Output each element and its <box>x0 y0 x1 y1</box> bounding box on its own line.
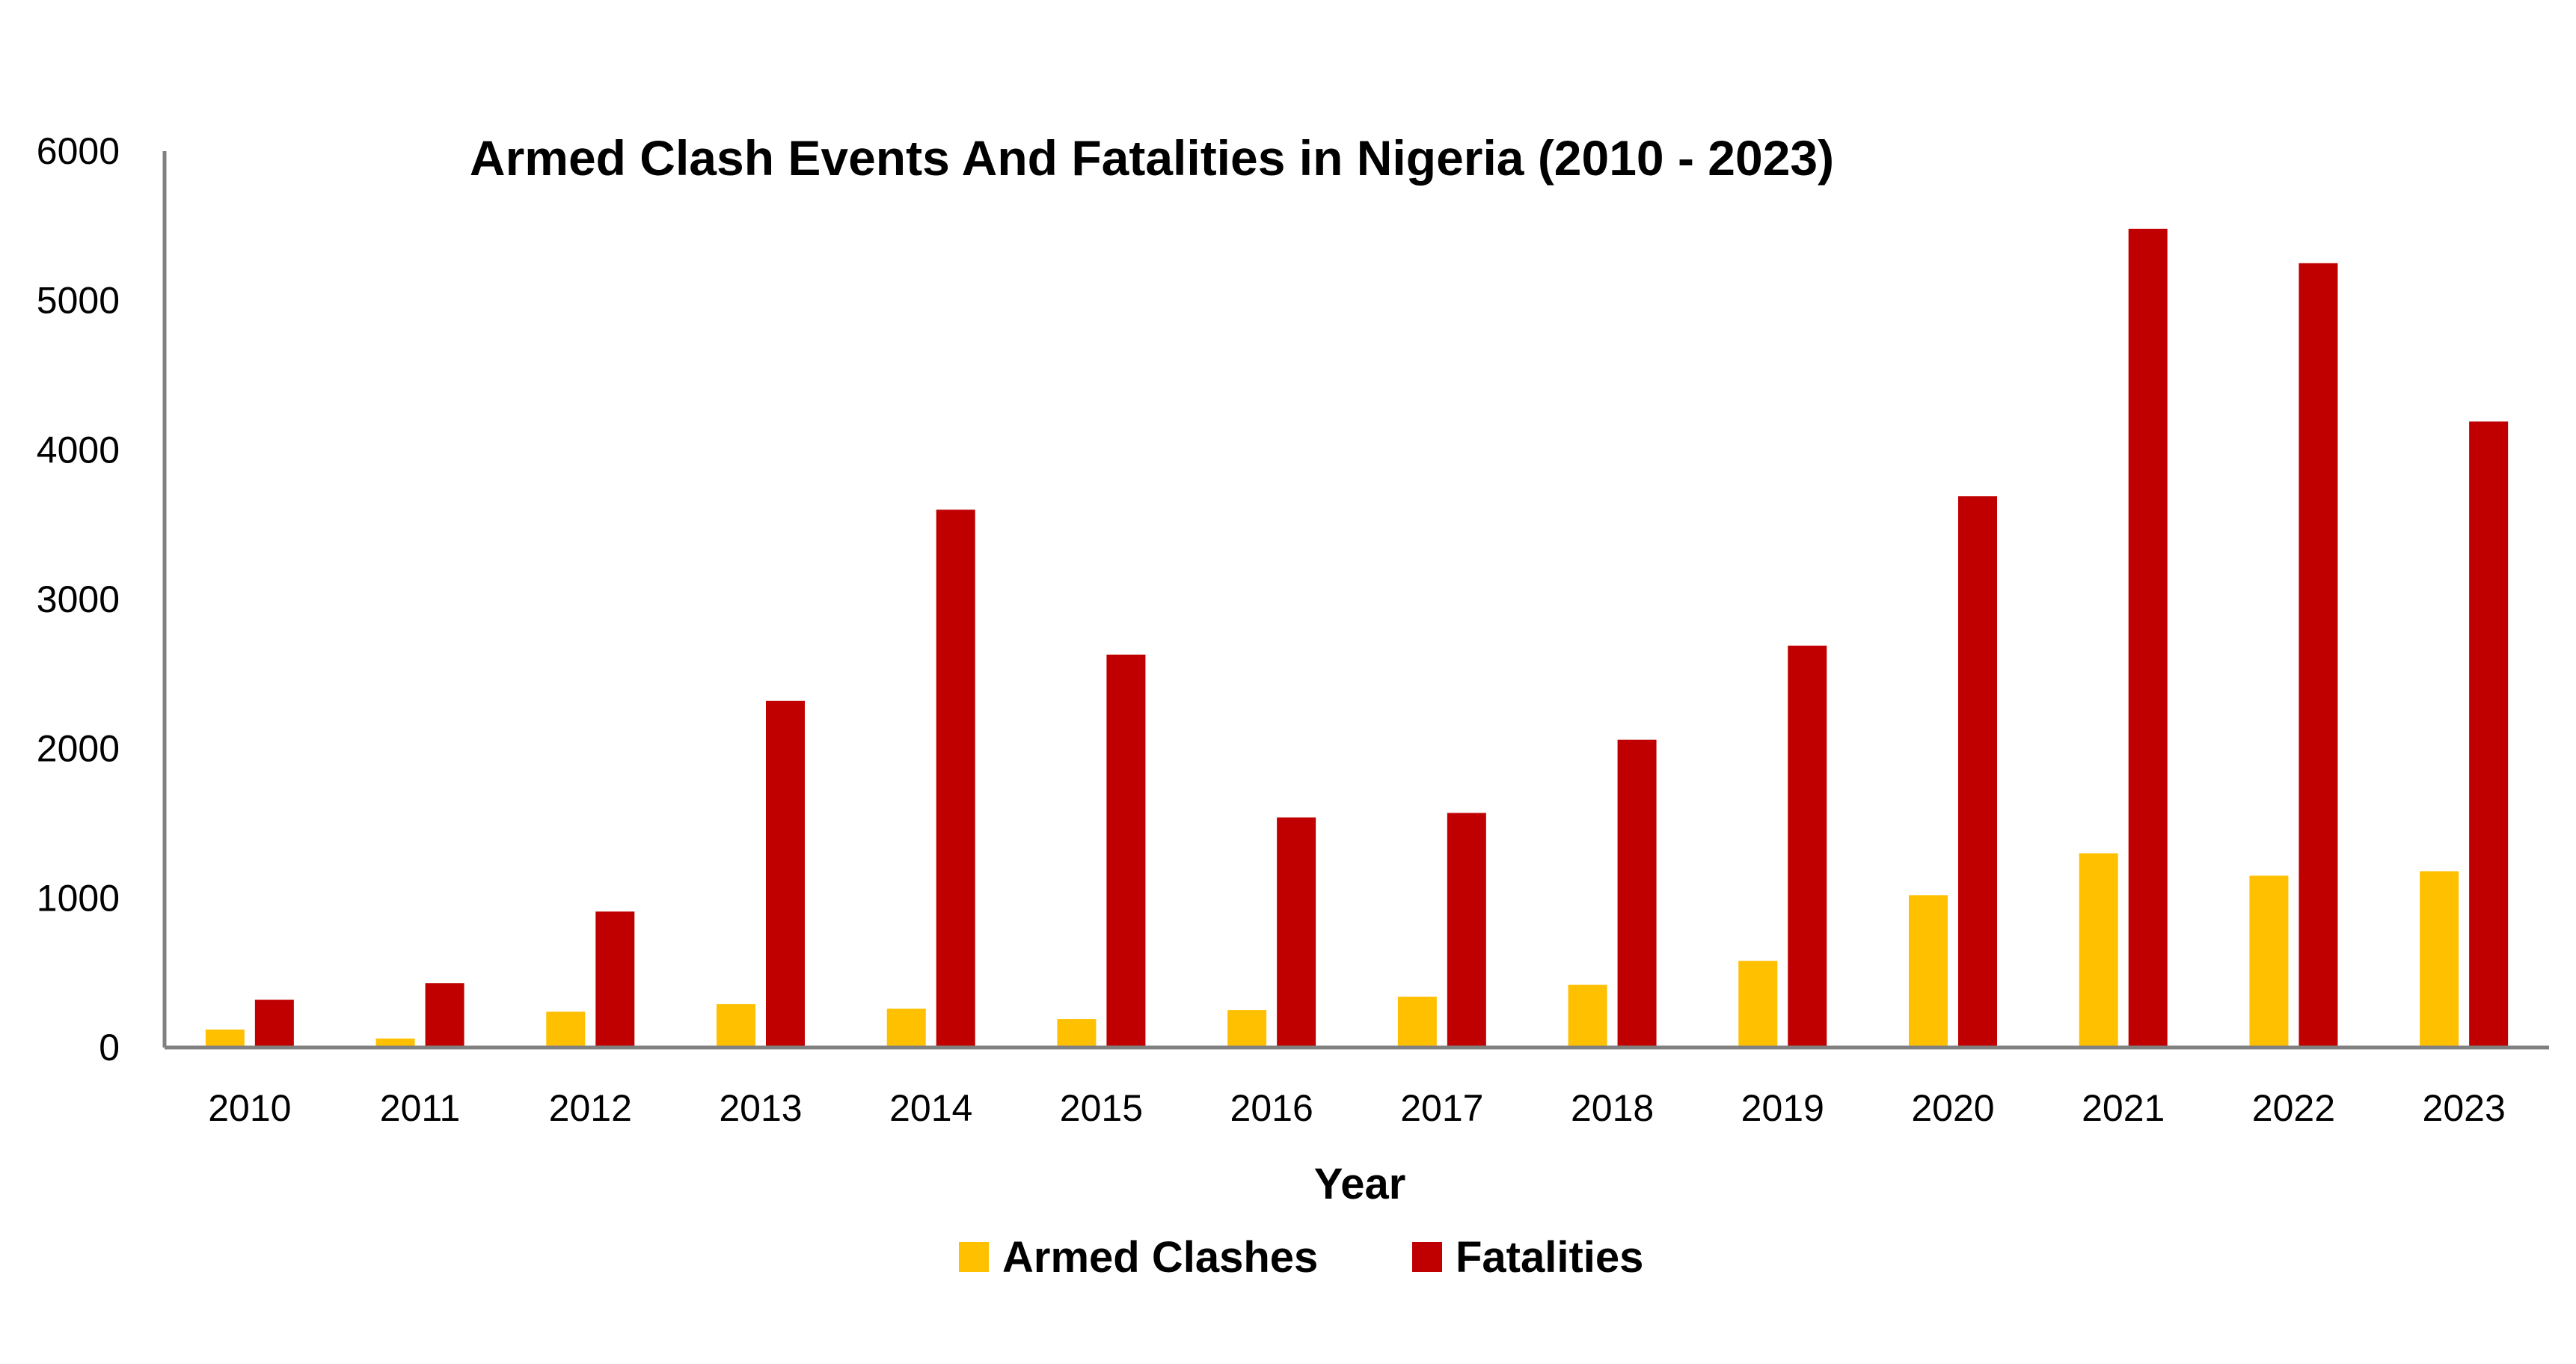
bar-armed-clashes-2018 <box>1568 985 1607 1048</box>
x-tick-label: 2021 <box>2082 1087 2165 1129</box>
bar-armed-clashes-2023 <box>2420 871 2459 1048</box>
x-tick-label: 2015 <box>1060 1087 1143 1129</box>
x-tick-label: 2014 <box>889 1087 972 1129</box>
bar-fatalities-2021 <box>2128 228 2168 1048</box>
bar-fatalities-2019 <box>1788 645 1827 1048</box>
y-tick-label: 6000 <box>37 130 120 172</box>
bar-armed-clashes-2019 <box>1738 961 1778 1048</box>
bar-fatalities-2017 <box>1447 813 1486 1048</box>
bar-armed-clashes-2015 <box>1057 1019 1097 1048</box>
bars-group <box>205 228 2509 1048</box>
x-axis-label: Year <box>1314 1160 1406 1208</box>
x-tick-label: 2019 <box>1741 1087 1824 1129</box>
y-tick-label: 2000 <box>37 728 120 770</box>
x-tick-label: 2020 <box>1911 1087 1994 1129</box>
x-tick-label: 2018 <box>1571 1087 1654 1129</box>
bar-armed-clashes-2020 <box>1909 895 1948 1048</box>
y-tick-label: 3000 <box>37 578 120 620</box>
x-tick-label: 2017 <box>1400 1087 1483 1129</box>
bar-armed-clashes-2011 <box>375 1039 415 1048</box>
bar-armed-clashes-2021 <box>2079 853 2118 1048</box>
x-tick-label: 2023 <box>2423 1087 2506 1129</box>
bar-fatalities-2020 <box>1958 496 1997 1048</box>
y-tick-label: 4000 <box>37 429 120 471</box>
legend-swatch-fatalities <box>1412 1242 1442 1272</box>
bar-armed-clashes-2012 <box>546 1012 586 1048</box>
bar-armed-clashes-2013 <box>717 1004 755 1048</box>
chart-title: Armed Clash Events And Fatalities in Nig… <box>470 130 1834 186</box>
legend: Armed Clashes Fatalities <box>959 1233 1643 1282</box>
x-tick-label: 2010 <box>208 1087 291 1129</box>
legend-label-armed-clashes: Armed Clashes <box>1002 1233 1318 1282</box>
bar-armed-clashes-2016 <box>1227 1010 1267 1048</box>
x-tick-label: 2012 <box>549 1087 632 1129</box>
x-axis-ticks: 2010 2011 2012 2013 2014 2015 2016 2017 2018 2019… <box>208 1087 2506 1129</box>
bar-armed-clashes-2014 <box>886 1009 926 1048</box>
bar-armed-clashes-2022 <box>2249 875 2289 1048</box>
bar-fatalities-2011 <box>425 983 464 1048</box>
bar-fatalities-2022 <box>2299 263 2338 1048</box>
bar-fatalities-2018 <box>1617 739 1657 1048</box>
x-tick-label: 2016 <box>1230 1087 1313 1129</box>
x-tick-label: 2011 <box>380 1087 461 1129</box>
bar-armed-clashes-2017 <box>1397 997 1437 1048</box>
y-tick-label: 1000 <box>37 877 120 919</box>
bar-fatalities-2014 <box>936 510 975 1048</box>
legend-label-fatalities: Fatalities <box>1456 1233 1643 1282</box>
bar-fatalities-2010 <box>254 1000 294 1048</box>
bar-fatalities-2015 <box>1106 654 1146 1048</box>
bar-armed-clashes-2010 <box>205 1030 245 1048</box>
bar-fatalities-2016 <box>1277 817 1316 1048</box>
y-axis-ticks: 0 1000 2000 3000 4000 5000 6000 <box>37 130 120 1068</box>
bar-fatalities-2012 <box>595 911 635 1048</box>
y-tick-label: 0 <box>99 1027 120 1068</box>
legend-swatch-armed-clashes <box>959 1242 989 1272</box>
bar-fatalities-2013 <box>766 700 805 1048</box>
x-tick-label: 2013 <box>719 1087 802 1129</box>
y-tick-label: 5000 <box>37 280 120 322</box>
bar-fatalities-2023 <box>2469 421 2509 1048</box>
x-tick-label: 2022 <box>2252 1087 2335 1129</box>
